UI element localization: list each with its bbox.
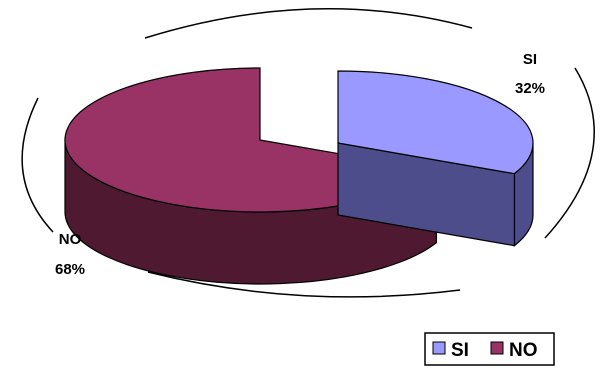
- data-label-si-category: SI: [523, 51, 537, 68]
- legend-label-si: SI: [451, 340, 469, 361]
- legend-box: [424, 332, 555, 366]
- plot-outline-right-arc: [544, 67, 595, 239]
- legend-swatch-si: [432, 341, 446, 355]
- plot-area-outline: [21, 8, 595, 298]
- pie-slices: [64, 67, 534, 285]
- plot-outline-left-arc: [21, 97, 54, 233]
- pie-slice-si-top: [337, 70, 534, 175]
- data-label-no-percent: 68%: [55, 261, 85, 278]
- data-labels: SI 32% NO 68%: [55, 51, 545, 278]
- legend-swatch-no: [490, 341, 504, 355]
- plot-outline-bottom-arc: [147, 271, 461, 298]
- plot-outline-top-arc: [144, 8, 473, 39]
- data-label-si-percent: 32%: [515, 80, 545, 97]
- legend: SI NO: [424, 332, 555, 366]
- legend-label-no: NO: [509, 340, 538, 361]
- pie-slice-si: [337, 70, 534, 247]
- data-label-no-category: NO: [59, 231, 82, 248]
